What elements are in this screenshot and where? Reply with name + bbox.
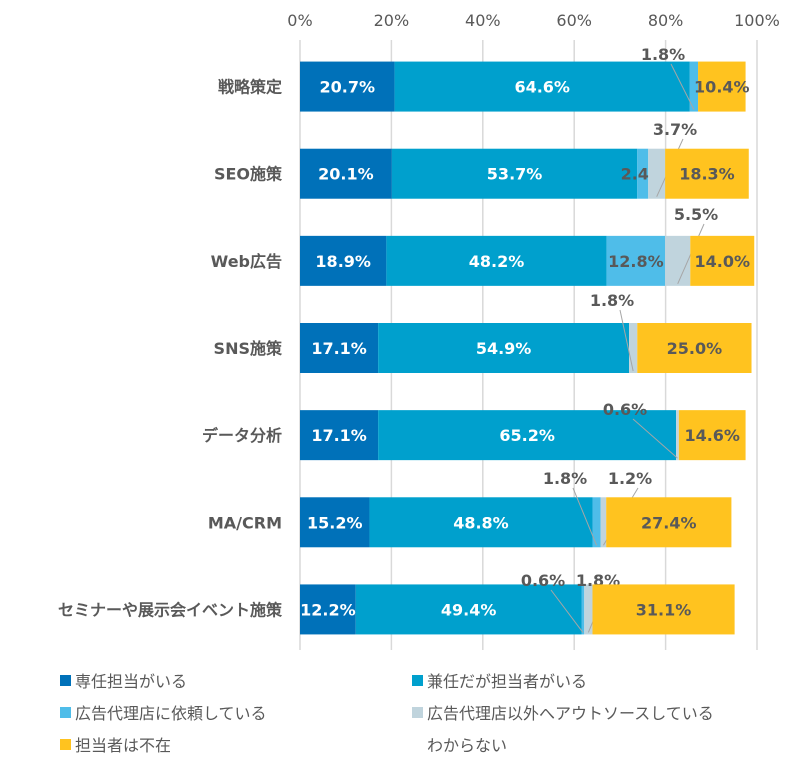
category-label: 戦略策定: [218, 78, 282, 97]
data-label: 3.7%: [653, 120, 697, 139]
bar-segment: [678, 410, 746, 461]
bar-segment: [665, 235, 691, 286]
data-label: 27.4%: [641, 513, 697, 532]
bar-segment: [629, 323, 638, 373]
data-label: 65.2%: [499, 426, 555, 445]
bar-segment: [690, 235, 755, 286]
data-label: 64.6%: [514, 78, 570, 97]
data-label: 17.1%: [311, 426, 367, 445]
data-label: 54.9%: [476, 339, 532, 358]
x-tick-label: 80%: [648, 11, 684, 30]
bar-segment: [300, 61, 395, 112]
data-label: 48.2%: [469, 252, 525, 271]
data-label: 18.3%: [679, 165, 735, 184]
data-label: 10.4%: [694, 78, 750, 97]
legend-swatch: [60, 738, 71, 750]
legend-label: わからない: [427, 736, 508, 755]
data-label: 14.6%: [684, 426, 740, 445]
data-label: 12.8%: [608, 252, 664, 271]
data-label: 20.7%: [320, 78, 376, 97]
legend-label: 広告代理店以外へアウトソースしている: [427, 704, 714, 723]
bar-segment: [394, 61, 690, 112]
category-label: MA/CRM: [208, 513, 282, 532]
category-label: SNS施策: [214, 339, 283, 358]
leader-line: [670, 63, 695, 110]
bar-segment: [300, 410, 379, 461]
data-label: 12.2%: [300, 600, 356, 619]
data-label: 49.4%: [441, 600, 497, 619]
x-tick-label: 40%: [465, 11, 501, 30]
bar-segment: [300, 584, 356, 635]
legend-label: 広告代理店に依頼している: [75, 704, 267, 723]
data-label: 25.0%: [667, 339, 723, 358]
leader-line: [632, 418, 678, 459]
data-label: 20.1%: [318, 165, 374, 184]
leader-line: [550, 589, 584, 633]
data-label: 1.8%: [590, 291, 634, 310]
x-tick-label: 20%: [374, 11, 410, 30]
data-label: 1.8%: [543, 469, 587, 488]
legend-label: 専任担当がいる: [75, 672, 188, 691]
data-label: 15.2%: [307, 513, 363, 532]
data-label: 31.1%: [636, 600, 692, 619]
bar-segment: [689, 61, 699, 112]
data-label: 1.2%: [608, 469, 652, 488]
legend-label: 兼任だが担当者がいる: [427, 672, 588, 691]
legend-swatch: [60, 674, 71, 686]
data-label: 0.6%: [603, 400, 647, 419]
legend-item: わからない: [412, 732, 507, 756]
data-label: 53.7%: [487, 165, 543, 184]
bar-segment: [386, 235, 607, 286]
bar-segment: [606, 235, 666, 286]
data-label: 14.0%: [695, 252, 751, 271]
legend-swatch: [412, 706, 423, 718]
bar-segment: [637, 148, 649, 199]
legend-item: 担当者は不在: [60, 732, 171, 756]
bar-segment: [300, 235, 387, 286]
leader-line: [572, 487, 598, 546]
x-tick-label: 0%: [287, 11, 312, 30]
bar-segment: [698, 61, 746, 112]
bar-segment: [581, 584, 585, 635]
data-label: 18.9%: [315, 252, 371, 271]
bar-segment: [355, 584, 582, 635]
data-label: 1.8%: [641, 45, 685, 64]
bar-segment: [592, 497, 601, 548]
legend-swatch: [412, 738, 423, 750]
legend-label: 担当者は不在: [75, 736, 172, 755]
bar-segment: [637, 323, 752, 373]
bar-segment: [391, 148, 638, 199]
category-label: Web広告: [211, 252, 282, 271]
bar-segment: [300, 323, 379, 373]
bar-segment: [592, 584, 735, 635]
leader-line: [619, 309, 634, 372]
legend-item: 広告代理店に依頼している: [60, 700, 267, 724]
bar-segment: [606, 497, 732, 548]
bar-segment: [676, 410, 679, 461]
legend-swatch: [60, 706, 71, 718]
x-tick-label: 100%: [734, 11, 780, 30]
bar-segment: [300, 497, 370, 548]
category-label: セミナーや展示会イベント施策: [58, 600, 283, 619]
bar-segment: [300, 148, 392, 199]
legend-swatch: [412, 674, 423, 686]
legend-item: 広告代理店以外へアウトソースしている: [412, 700, 714, 724]
bar-segment: [584, 584, 593, 635]
bar-segment: [378, 323, 630, 373]
bar-segment: [665, 148, 749, 199]
category-label: SEO施策: [214, 165, 283, 184]
legend-item: 兼任だが担当者がいる: [412, 668, 587, 692]
bar-segment: [600, 497, 607, 548]
bar-segment: [369, 497, 593, 548]
category-label: データ分析: [202, 426, 282, 445]
data-label: 5.5%: [674, 205, 718, 224]
bar-segment: [378, 410, 677, 461]
data-label: 48.8%: [453, 513, 509, 532]
x-tick-label: 60%: [556, 11, 592, 30]
legend-item: 専任担当がいる: [60, 668, 187, 692]
data-label: 0.6%: [521, 571, 565, 590]
bar-segment: [648, 148, 666, 199]
data-label: 17.1%: [311, 339, 367, 358]
